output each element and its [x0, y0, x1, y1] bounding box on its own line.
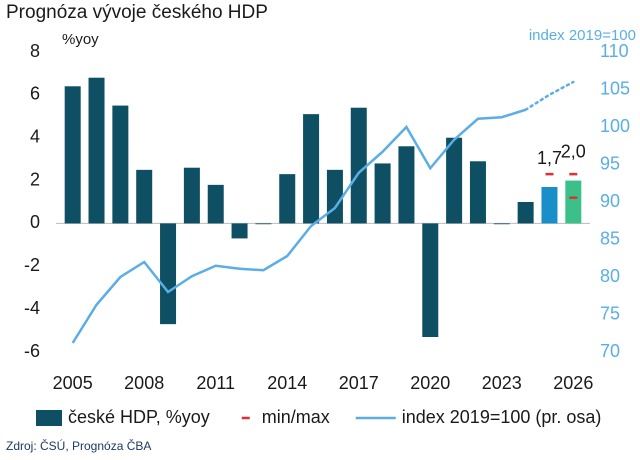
y-tick-label: -4: [24, 298, 40, 318]
y-tick-label: 4: [30, 126, 40, 146]
y-tick-label: -2: [24, 255, 40, 275]
bar: [469, 161, 486, 224]
x-tick-label: 2014: [267, 373, 307, 393]
y2-tick-label: 90: [600, 191, 620, 211]
bar: [398, 146, 415, 224]
value-label: 2,0: [561, 141, 586, 161]
x-tick-label: 2008: [124, 373, 164, 393]
bar: [446, 137, 463, 224]
bar: [374, 163, 391, 224]
x-tick-label: 2026: [553, 373, 593, 393]
bar: [136, 169, 153, 224]
y2-tick-label: 95: [600, 153, 620, 173]
y2-tick-label: 105: [600, 78, 630, 98]
x-tick-label: 2020: [410, 373, 450, 393]
bar: [565, 180, 582, 224]
bar: [88, 77, 105, 224]
bar: [422, 223, 439, 337]
x-tick-label: 2005: [53, 373, 93, 393]
bar: [350, 107, 367, 224]
bar: [541, 187, 558, 224]
index-line: [71, 108, 527, 344]
bar: [517, 202, 534, 224]
legend-swatch: [36, 410, 62, 426]
y-tick-label: 6: [30, 84, 40, 104]
y-axis-label: %yoy: [62, 31, 99, 48]
bar: [207, 184, 224, 224]
bar: [326, 169, 343, 224]
source: Zdroj: ČSÚ, Prognóza ČBA: [6, 438, 151, 453]
x-tick-label: 2017: [339, 373, 379, 393]
legend-label: index 2019=100 (pr. osa): [402, 407, 602, 427]
bar: [64, 86, 81, 224]
y-tick-label: 2: [30, 169, 40, 189]
y2-tick-label: 110: [600, 41, 629, 61]
y2-tick-label: 85: [600, 228, 620, 248]
y2-tick-label: 80: [600, 266, 620, 286]
y2-tick-label: 75: [600, 303, 620, 323]
value-label: 1,7: [537, 148, 562, 168]
bar: [160, 223, 177, 325]
y-tick-label: -6: [24, 341, 40, 361]
y2-axis-label: index 2019=100: [529, 27, 636, 44]
forecast-line: [524, 80, 575, 111]
bar: [231, 223, 248, 239]
legend-label: min/max: [262, 407, 330, 427]
bar: [279, 174, 296, 224]
y2-tick-label: 70: [600, 341, 620, 361]
y2-tick-label: 100: [600, 116, 630, 136]
chart-title: Prognóza vývoje českého HDP: [6, 2, 268, 23]
bar: [493, 223, 510, 225]
bar: [183, 167, 200, 224]
y-tick-label: 0: [30, 212, 40, 232]
legend-label: české HDP, %yoy: [68, 407, 210, 427]
y-tick-label: 8: [30, 41, 40, 61]
x-tick-label: 2023: [482, 373, 522, 393]
x-tick-label: 2011: [196, 373, 235, 393]
bar: [112, 105, 129, 224]
bar: [303, 114, 320, 224]
bar: [255, 223, 272, 225]
